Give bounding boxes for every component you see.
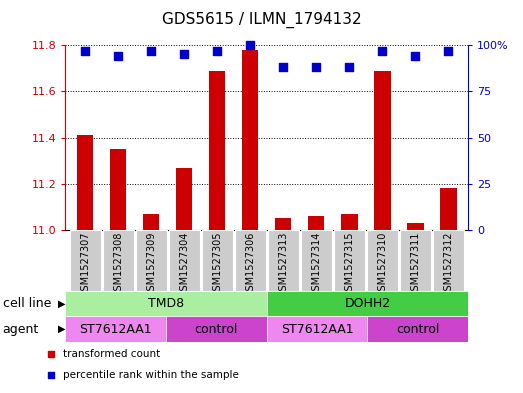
Bar xyxy=(103,230,134,291)
Text: GSM1527310: GSM1527310 xyxy=(377,232,387,297)
Point xyxy=(114,53,122,59)
Point xyxy=(47,351,55,357)
Bar xyxy=(440,188,457,230)
Point xyxy=(312,64,321,70)
Text: transformed count: transformed count xyxy=(63,349,160,359)
Bar xyxy=(308,216,324,230)
Bar xyxy=(110,149,127,230)
Text: agent: agent xyxy=(3,323,39,336)
Text: ▶: ▶ xyxy=(58,299,65,309)
Bar xyxy=(400,230,431,291)
Bar xyxy=(374,71,391,230)
Bar xyxy=(267,316,367,342)
Point xyxy=(378,48,386,54)
Bar xyxy=(209,71,225,230)
Bar xyxy=(166,316,267,342)
Bar xyxy=(70,230,101,291)
Bar xyxy=(334,230,365,291)
Text: control: control xyxy=(195,323,238,336)
Bar xyxy=(367,316,468,342)
Text: percentile rank within the sample: percentile rank within the sample xyxy=(63,370,238,380)
Text: GSM1527314: GSM1527314 xyxy=(311,232,321,297)
Bar xyxy=(267,291,468,316)
Text: GSM1527313: GSM1527313 xyxy=(278,232,288,297)
Text: ▶: ▶ xyxy=(58,324,65,334)
Text: GSM1527308: GSM1527308 xyxy=(113,232,123,297)
Bar xyxy=(202,230,233,291)
Text: GSM1527312: GSM1527312 xyxy=(444,232,453,297)
Text: control: control xyxy=(396,323,439,336)
Text: GSM1527304: GSM1527304 xyxy=(179,232,189,297)
Text: GSM1527305: GSM1527305 xyxy=(212,232,222,297)
Bar xyxy=(169,230,200,291)
Text: ST7612AA1: ST7612AA1 xyxy=(281,323,354,336)
Point xyxy=(81,48,89,54)
Text: GSM1527311: GSM1527311 xyxy=(410,232,420,297)
Bar xyxy=(176,167,192,230)
Bar xyxy=(301,230,332,291)
Bar xyxy=(367,230,398,291)
Bar xyxy=(275,219,291,230)
Point xyxy=(279,64,288,70)
Point xyxy=(147,48,155,54)
Text: GDS5615 / ILMN_1794132: GDS5615 / ILMN_1794132 xyxy=(162,11,361,28)
Point xyxy=(47,372,55,378)
Point xyxy=(246,42,254,48)
Bar xyxy=(242,50,258,230)
Bar xyxy=(341,214,358,230)
Text: ST7612AA1: ST7612AA1 xyxy=(79,323,152,336)
Text: GSM1527306: GSM1527306 xyxy=(245,232,255,297)
Bar xyxy=(235,230,266,291)
Text: cell line: cell line xyxy=(3,297,51,310)
Point xyxy=(345,64,354,70)
Point xyxy=(444,48,452,54)
Bar xyxy=(65,291,267,316)
Bar xyxy=(433,230,464,291)
Point xyxy=(180,51,188,57)
Point xyxy=(411,53,419,59)
Text: GSM1527307: GSM1527307 xyxy=(80,232,90,297)
Text: TMD8: TMD8 xyxy=(148,297,184,310)
Bar xyxy=(407,223,424,230)
Bar xyxy=(135,230,167,291)
Text: DOHH2: DOHH2 xyxy=(344,297,391,310)
Text: GSM1527309: GSM1527309 xyxy=(146,232,156,297)
Bar xyxy=(143,214,160,230)
Point xyxy=(213,48,221,54)
Bar xyxy=(65,316,166,342)
Bar xyxy=(77,135,94,230)
Text: GSM1527315: GSM1527315 xyxy=(344,232,354,297)
Bar xyxy=(268,230,299,291)
